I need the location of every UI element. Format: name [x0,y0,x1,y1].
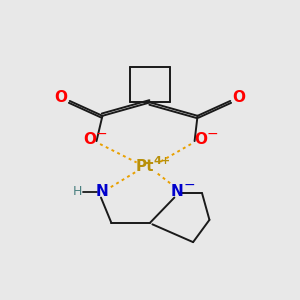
Text: O: O [83,132,97,147]
Text: Pt: Pt [135,159,154,174]
Text: O: O [54,91,67,106]
Text: H: H [73,185,82,198]
Text: O: O [195,132,208,147]
Text: N: N [96,184,109,199]
Text: −: − [206,127,218,141]
Text: N: N [170,184,183,199]
Text: −: − [95,127,107,141]
Text: 4+: 4+ [154,156,171,166]
Text: −: − [183,178,195,192]
Text: O: O [233,91,246,106]
